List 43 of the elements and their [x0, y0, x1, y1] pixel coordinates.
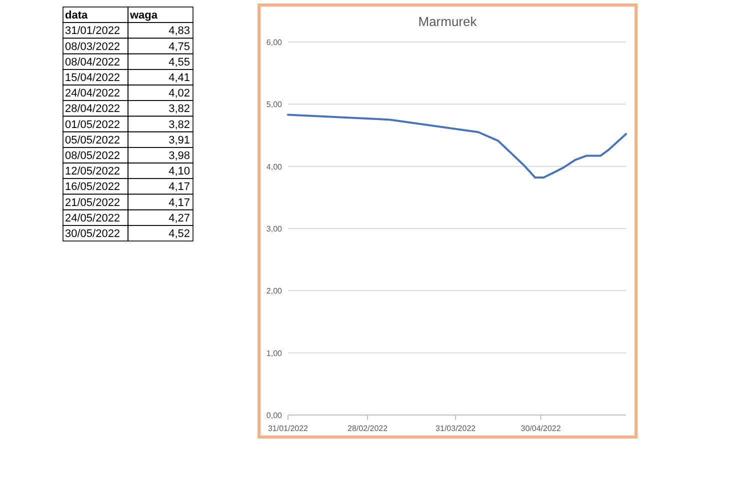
y-tick-label: 2,00	[266, 286, 283, 296]
text: 4,17	[168, 196, 190, 209]
text: 4,10	[168, 166, 190, 178]
text: 4,17	[168, 181, 190, 194]
text: 3,82	[168, 118, 190, 131]
category-label: 24/04/2022	[65, 88, 120, 100]
chart-title: Marmurek	[418, 14, 478, 29]
category-label: 08/05/2022	[65, 150, 120, 162]
y-tick-label: 3,00	[266, 224, 283, 234]
text: 4,75	[168, 40, 190, 53]
category-label: 24/05/2022	[65, 212, 120, 224]
text: 4,27	[168, 212, 190, 224]
x-tick-label: 30/04/2022	[520, 424, 562, 433]
line-series	[287, 114, 627, 179]
category-label: 31/01/2022	[65, 25, 120, 38]
text: 4,02	[168, 88, 190, 100]
text: data	[65, 10, 88, 22]
category-label: 21/05/2022	[65, 196, 120, 209]
category-label: 30/05/2022	[65, 228, 120, 240]
text: 3,82	[168, 103, 190, 116]
text: 4,41	[168, 72, 190, 84]
text: 3,91	[168, 134, 190, 146]
x-tick-label: 31/01/2022	[268, 424, 309, 433]
y-tick-label: 6,00	[266, 38, 283, 47]
category-label: 01/05/2022	[65, 118, 120, 131]
category-label: 15/04/2022	[65, 72, 120, 84]
text: 4,83	[168, 25, 190, 38]
text: 4,55	[168, 56, 190, 68]
x-tick-label: 28/02/2022	[348, 424, 388, 433]
x-tick-label: 31/03/2022	[436, 424, 476, 433]
category-label: 05/05/2022	[65, 134, 120, 146]
category-label: 28/04/2022	[65, 103, 120, 116]
text: 3,98	[168, 150, 190, 162]
category-label: 08/04/2022	[65, 56, 120, 68]
text: waga	[129, 10, 158, 22]
text: 4,52	[168, 228, 190, 240]
category-label: 12/05/2022	[65, 166, 120, 178]
category-label: 16/05/2022	[65, 181, 120, 194]
category-label: 08/03/2022	[65, 40, 120, 53]
y-tick-label: 5,00	[266, 100, 283, 110]
y-tick-label: 1,00	[266, 348, 283, 358]
y-tick-label: 0,00	[266, 411, 283, 420]
y-tick-label: 4,00	[266, 162, 283, 172]
